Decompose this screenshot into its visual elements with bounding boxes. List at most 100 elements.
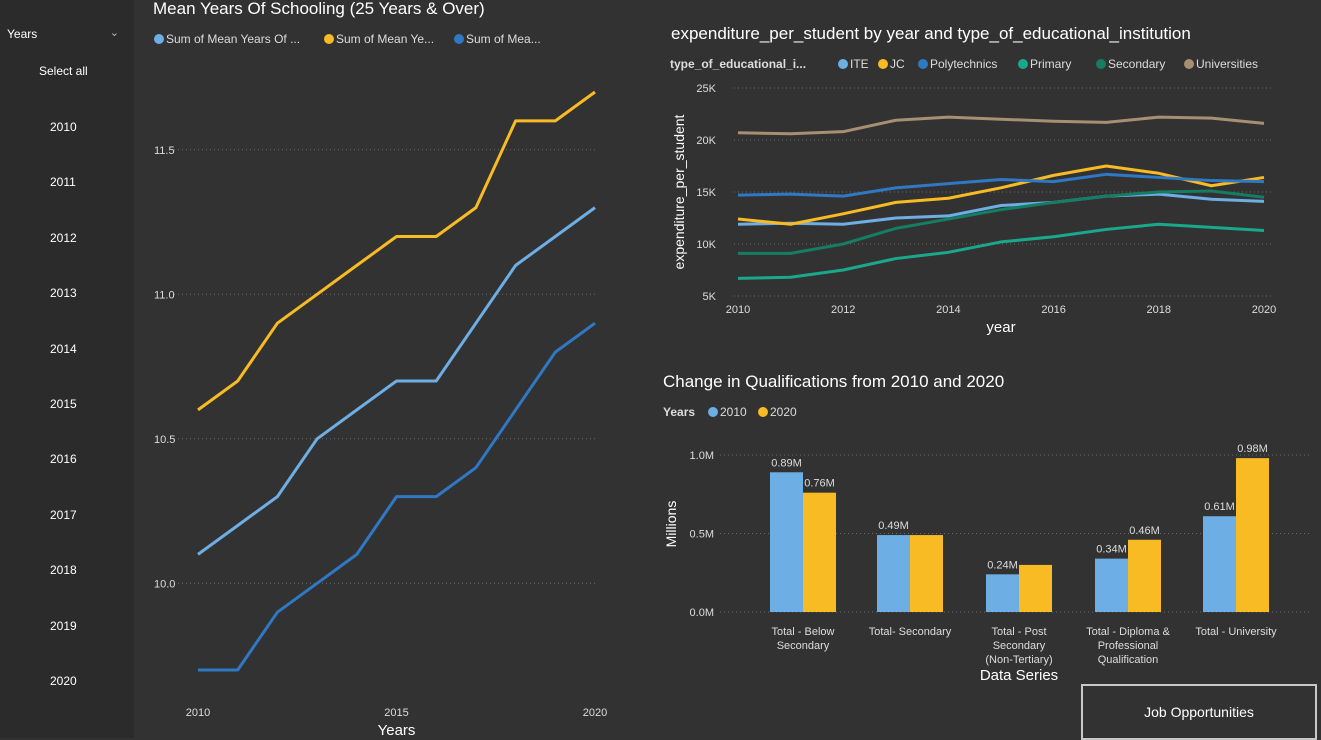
legend-marker xyxy=(1018,59,1028,69)
x-tick-label: Secondary xyxy=(777,640,830,652)
x-tick-label: Total- Secondary xyxy=(869,626,952,638)
y-tick-label: 11.0 xyxy=(154,289,175,301)
data-label: 0.61M xyxy=(1204,501,1235,513)
data-label: 0.46M xyxy=(1129,525,1160,537)
y-tick-label: 10.0 xyxy=(154,578,175,590)
chart-title: Change in Qualifications from 2010 and 2… xyxy=(663,372,1004,391)
legend-entry: Sum of Mea... xyxy=(466,32,541,46)
y-tick-label: 0.0M xyxy=(690,607,714,619)
x-tick-label: Professional xyxy=(1098,640,1159,652)
chart-title: expenditure_per_student by year and type… xyxy=(671,24,1191,43)
legend-entry: Polytechnics xyxy=(930,57,997,71)
qualifications-chart: Change in Qualifications from 2010 and 2… xyxy=(663,372,1310,684)
x-axis-title: Years xyxy=(378,722,416,738)
x-tick-label: 2014 xyxy=(936,304,960,316)
x-tick-label: 2010 xyxy=(726,304,750,316)
data-label: 0.24M xyxy=(987,559,1018,571)
x-axis-title: year xyxy=(986,319,1015,336)
legend-title: type_of_educational_i... xyxy=(670,57,806,71)
legend-entry: 2020 xyxy=(770,405,797,419)
y-tick-label: 15K xyxy=(696,187,716,199)
legend-marker xyxy=(838,59,848,69)
legend-marker xyxy=(1096,59,1106,69)
y-tick-label: 5K xyxy=(703,291,717,303)
x-tick-label: Total - Post xyxy=(991,626,1046,638)
job-opportunities-button[interactable]: Job Opportunities xyxy=(1081,684,1317,740)
slicer-select-all[interactable]: Select all xyxy=(39,64,88,78)
y-axis-title: expenditure_per_student xyxy=(671,114,687,269)
series-line xyxy=(198,321,596,672)
slicer-item-2019[interactable]: 2019 xyxy=(50,618,77,633)
bar xyxy=(877,535,910,612)
legend-marker xyxy=(154,34,164,44)
x-tick-label: Secondary xyxy=(993,640,1046,652)
x-tick-label: 2018 xyxy=(1147,304,1171,316)
legend-marker xyxy=(1184,59,1194,69)
y-tick-label: 20K xyxy=(696,135,716,147)
x-tick-label: 2016 xyxy=(1041,304,1065,316)
legend-marker xyxy=(324,34,334,44)
series-line xyxy=(197,206,596,556)
x-axis-title: Data Series xyxy=(980,667,1058,684)
x-tick-label: Total - Diploma & xyxy=(1086,626,1170,638)
slicer-title: Years xyxy=(7,27,38,41)
legend-marker xyxy=(878,59,888,69)
years-slicer: Years ⌄ Select all 2010 2011 2012 2013 2014 2… xyxy=(0,0,134,738)
legend-entry: Sum of Mean Years Of ... xyxy=(166,32,300,46)
x-tick-label: Total - University xyxy=(1195,626,1277,638)
x-tick-label: Qualification xyxy=(1098,654,1159,666)
expenditure-chart: expenditure_per_student by year and type… xyxy=(670,24,1276,336)
slicer-item-2012[interactable]: 2012 xyxy=(50,230,77,245)
chevron-down-icon[interactable]: ⌄ xyxy=(109,27,119,39)
slicer-item-2010[interactable]: 2010 xyxy=(50,120,77,134)
legend-marker xyxy=(758,407,768,417)
x-tick-label: 2015 xyxy=(384,707,408,719)
bar xyxy=(910,535,943,612)
legend-entry: Sum of Mean Ye... xyxy=(336,32,434,46)
slicer-item-2016[interactable]: 2016 xyxy=(50,452,77,467)
bar xyxy=(1019,564,1052,612)
x-tick-label: 2020 xyxy=(583,707,607,719)
series-line xyxy=(737,172,1265,198)
bar xyxy=(1128,539,1161,612)
series-line xyxy=(737,192,1265,226)
slicer-item-2017[interactable]: 2017 xyxy=(50,507,77,522)
slicer-item-2014[interactable]: 2014 xyxy=(50,341,77,356)
y-tick-label: 0.5M xyxy=(690,529,714,541)
legend-entry: Universities xyxy=(1196,57,1258,71)
legend-marker xyxy=(918,59,928,69)
slicer-item-2018[interactable]: 2018 xyxy=(50,563,77,578)
y-tick-label: 11.5 xyxy=(154,145,175,157)
y-tick-label: 25K xyxy=(696,83,716,95)
bar xyxy=(770,472,803,612)
slicer-header[interactable]: Years ⌄ xyxy=(7,27,127,43)
series-line xyxy=(738,189,1265,255)
data-label: 0.49M xyxy=(878,520,909,532)
series-line xyxy=(197,90,596,412)
series-line xyxy=(737,115,1265,136)
data-label: 0.34M xyxy=(1096,544,1127,556)
slicer-item-2015[interactable]: 2015 xyxy=(50,397,77,411)
y-axis-title: Millions xyxy=(663,501,679,548)
legend-marker xyxy=(454,34,464,44)
bar xyxy=(986,574,1019,612)
legend-entry: JC xyxy=(890,57,905,71)
legend-entry: Primary xyxy=(1030,57,1071,71)
x-tick-label: 2020 xyxy=(1252,304,1276,316)
legend-title: Years xyxy=(663,405,695,419)
legend-entry: 2010 xyxy=(720,405,747,419)
chart-title: Mean Years Of Schooling (25 Years & Over… xyxy=(153,0,485,18)
series-line xyxy=(737,222,1265,280)
legend-entry: Secondary xyxy=(1108,57,1165,71)
data-label: 0.76M xyxy=(804,478,835,490)
x-tick-label: 2010 xyxy=(186,707,210,719)
slicer-item-2013[interactable]: 2013 xyxy=(50,286,77,301)
y-tick-label: 1.0M xyxy=(690,450,714,462)
slicer-item-2020[interactable]: 2020 xyxy=(50,674,77,688)
x-tick-label: (Non-Tertiary) xyxy=(985,654,1052,666)
bar xyxy=(1203,516,1236,612)
slicer-item-2011[interactable]: 2011 xyxy=(50,175,76,190)
bar xyxy=(1236,458,1269,612)
x-tick-label: 2012 xyxy=(831,304,855,316)
legend-entry: ITE xyxy=(850,57,869,71)
